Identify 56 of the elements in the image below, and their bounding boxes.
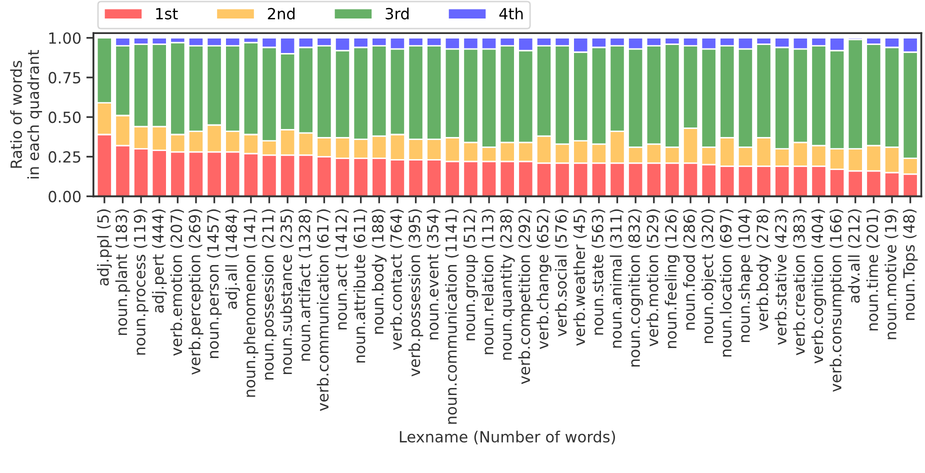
y-tick-label: 0.25 (48, 151, 80, 163)
x-tick-label: noun.relation (113) (482, 209, 496, 354)
x-tick-label: noun.location (697) (720, 209, 734, 357)
legend-label: 1st (156, 8, 178, 20)
x-tick-label: noun.Tops (48) (902, 209, 918, 320)
legend-label: 2nd (268, 8, 295, 20)
x-tick-label: adj.ppl (5) (97, 209, 112, 286)
x-tick-label: noun.object (320) (701, 209, 716, 343)
x-axis-title: Lexname (Number of words) (400, 430, 615, 444)
x-tick-label: verb.social (576) (554, 209, 569, 336)
y-tick-label: 0.50 (48, 112, 81, 124)
x-tick-label: noun.time (201) (866, 209, 880, 330)
x-tick-label: noun.body (188) (372, 209, 387, 334)
x-tick-label: noun.motive (19) (884, 209, 898, 340)
x-tick-label: verb.consumption (166) (830, 209, 844, 392)
x-tick-label: noun.attribute (611) (353, 209, 368, 363)
x-tick-label: noun.possession (211) (262, 209, 277, 380)
x-tick-label: noun.feeling (126) (664, 209, 680, 348)
x-tick-label: noun.state (563) (592, 209, 606, 335)
x-tick-label: adj.all (1484) (225, 209, 240, 309)
x-tick-label: noun.event (354) (426, 209, 440, 340)
x-tick-label: noun.group (512) (463, 209, 478, 340)
x-tick-label: noun.phenomenon (141) (244, 209, 258, 397)
x-tick-label: verb.cognition (404) (811, 209, 826, 364)
y-tick-label: 1.00 (49, 32, 81, 44)
x-tick-label: noun.person (1457) (206, 209, 222, 358)
y-axis-title: Ratio of words in each quadrant (10, 50, 42, 178)
x-tick-label: verb.competition (292) (518, 209, 534, 384)
x-tick-label: noun.cognition (832) (628, 209, 643, 367)
x-tick-label: verb.contact (764) (390, 209, 404, 350)
x-tick-label: adj.pert (444) (152, 209, 167, 313)
x-tick-label: noun.food (286) (683, 209, 697, 330)
x-tick-label: noun.quantity (238) (500, 209, 515, 360)
x-tick-label: verb.communication (617) (316, 209, 330, 412)
x-tick-label: verb.weather (45) (573, 209, 587, 346)
x-tick-label: verb.motion (529) (646, 209, 660, 346)
legend-label: 4th (499, 8, 523, 20)
x-tick-label: noun.shape (104) (738, 209, 753, 342)
x-tick-label: noun.artifact (1328) (298, 209, 312, 361)
y-tick-label: 0.75 (48, 72, 80, 84)
x-tick-label: noun.communication (1141) (445, 209, 459, 424)
x-tick-label: adv.all (212) (848, 209, 862, 303)
x-tick-label: noun.animal (311) (610, 209, 624, 348)
x-tick-label: verb.stative (423) (774, 209, 788, 345)
x-tick-label: verb.creation (383) (793, 209, 807, 356)
x-tick-label: verb.possession (395) (408, 209, 424, 376)
x-tick-label: noun.substance (235) (280, 209, 294, 374)
x-tick-label: noun.plant (183) (115, 209, 130, 335)
x-tick-label: verb.perception (269) (188, 209, 204, 375)
x-tick-label: verb.emotion (207) (170, 209, 184, 356)
x-tick-label: noun.act (1412) (335, 209, 349, 330)
y-tick-label: 0.00 (48, 190, 81, 202)
x-tick-label: verb.body (278) (756, 209, 772, 331)
legend-label: 3rd (386, 8, 409, 20)
x-tick-label: noun.process (119) (134, 209, 148, 355)
x-tick-label: verb.change (652) (536, 209, 552, 350)
